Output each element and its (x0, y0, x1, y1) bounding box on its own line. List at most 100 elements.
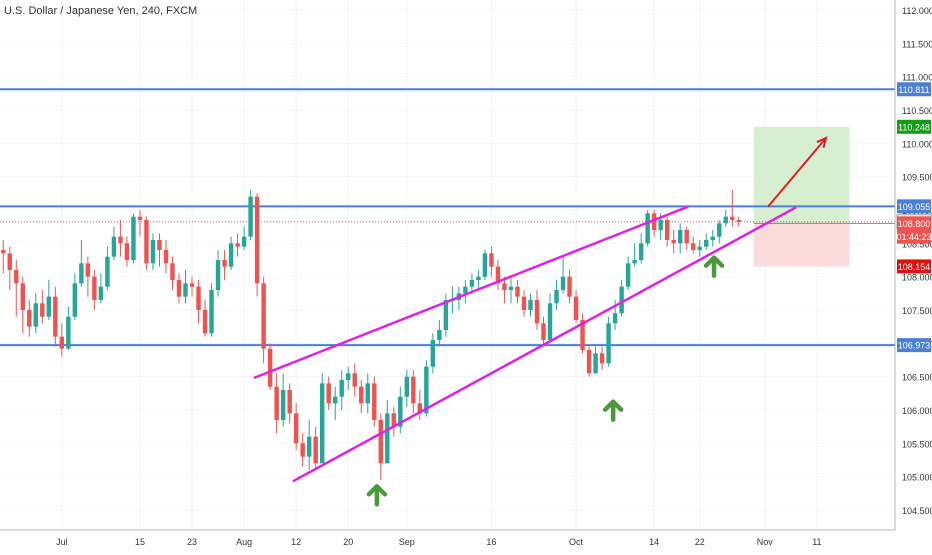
candle-body (599, 353, 605, 364)
candle-body (515, 286, 520, 297)
candle-body (476, 276, 481, 280)
candle-body (547, 303, 553, 340)
price-badge-stop (897, 259, 931, 274)
x-tick-label: Jul (56, 537, 68, 547)
price-badge-label: 110.811 (898, 85, 929, 95)
y-tick-label: 106.500 (902, 373, 932, 383)
candle-body (105, 256, 110, 287)
candle-body (541, 323, 546, 340)
candle-body (287, 390, 292, 414)
candle-body (274, 386, 279, 420)
y-tick-label: 108.000 (902, 273, 932, 283)
candle-body (710, 236, 715, 240)
candle-body (144, 220, 149, 264)
candle-body (170, 263, 175, 280)
candle-body (222, 260, 227, 267)
candle-body (241, 236, 247, 247)
candle-body (424, 366, 429, 414)
y-tick-label: 111.000 (902, 73, 932, 83)
candle-body (183, 283, 188, 297)
candle-body (267, 348, 273, 387)
candle-body (85, 263, 91, 277)
candle-body (482, 253, 488, 277)
candle-body (215, 260, 221, 290)
x-tick-label: Sep (399, 537, 415, 547)
candle-body (606, 323, 611, 364)
price-badge-label: 110.248 (898, 122, 930, 132)
x-tick-label: 16 (486, 537, 496, 547)
candle-body (573, 296, 579, 320)
trendline-lower (292, 206, 797, 483)
candle-body (489, 253, 494, 267)
candle-body (196, 286, 201, 310)
up-arrow-icon (366, 484, 388, 507)
candle-body (20, 283, 25, 310)
candle-body (619, 286, 624, 314)
x-tick-label: 14 (649, 537, 659, 547)
candle-body (495, 266, 501, 284)
price-badge-level (897, 82, 931, 97)
candle-body (671, 240, 676, 244)
candle-body (463, 286, 468, 294)
candle-body (704, 240, 709, 247)
candle-body (417, 403, 423, 414)
candle-body (46, 296, 52, 317)
candle-body (372, 383, 377, 420)
stop-zone (753, 223, 850, 267)
candle-body (339, 380, 344, 397)
candle-body (313, 436, 318, 464)
candle-body (632, 260, 637, 264)
candle-body (131, 216, 136, 260)
candle-body (534, 300, 540, 324)
candle-body (651, 213, 657, 230)
candle-body (411, 376, 416, 404)
candle-body (560, 276, 566, 290)
price-badge-label: 01:44:23 (896, 232, 931, 242)
candle-body (293, 413, 299, 444)
candle-body (385, 413, 390, 464)
candle-body (326, 383, 331, 404)
candle-body (580, 320, 585, 350)
candle-body (391, 413, 397, 427)
chart-title: U.S. Dollar / Japanese Yen, 240, FXCM (4, 5, 198, 17)
candle-body (723, 216, 728, 224)
candle-body (111, 236, 117, 257)
candle-body (684, 230, 689, 244)
time-axis[interactable]: Jul 15 23 Aug 12 20 Sep 16 Oct 14 22 Nov 11 (0, 529, 895, 547)
candle-body (437, 330, 442, 340)
candle-body (593, 353, 598, 374)
price-badge-target (897, 119, 931, 134)
candle-body (189, 283, 195, 287)
position-zones (753, 126, 850, 267)
candle-body (254, 196, 260, 284)
candles (1, 190, 741, 480)
candle-body (430, 340, 436, 367)
trendlines (253, 205, 797, 483)
candle-body (333, 396, 338, 404)
y-tick-label: 105.500 (902, 439, 932, 449)
x-tick-label: 15 (135, 537, 145, 547)
candle-body (300, 443, 305, 457)
candle-body (638, 243, 644, 260)
candle-body (72, 283, 78, 317)
candle-body (59, 336, 65, 349)
horizontal-levels (0, 88, 895, 347)
candle-body (1, 250, 6, 254)
x-tick-label: 23 (187, 537, 197, 547)
price-axis[interactable]: 112.000 111.500 111.000 110.500 110.000 109.5… (894, 0, 932, 530)
price-badge-label: 106.973 (898, 341, 931, 351)
x-tick-label: 22 (695, 537, 705, 547)
projection-arrow-line (767, 137, 827, 208)
candle-body (404, 376, 410, 397)
y-tick-label: 110.500 (902, 106, 932, 116)
candle-body (209, 290, 214, 334)
y-tick-label: 112.000 (902, 6, 932, 16)
candle-body (658, 220, 663, 230)
candle-body (398, 396, 403, 427)
x-tick-label: Aug (236, 537, 252, 547)
x-tick-label: 12 (291, 537, 301, 547)
annotation-markers (366, 136, 828, 507)
candle-body (92, 276, 97, 300)
